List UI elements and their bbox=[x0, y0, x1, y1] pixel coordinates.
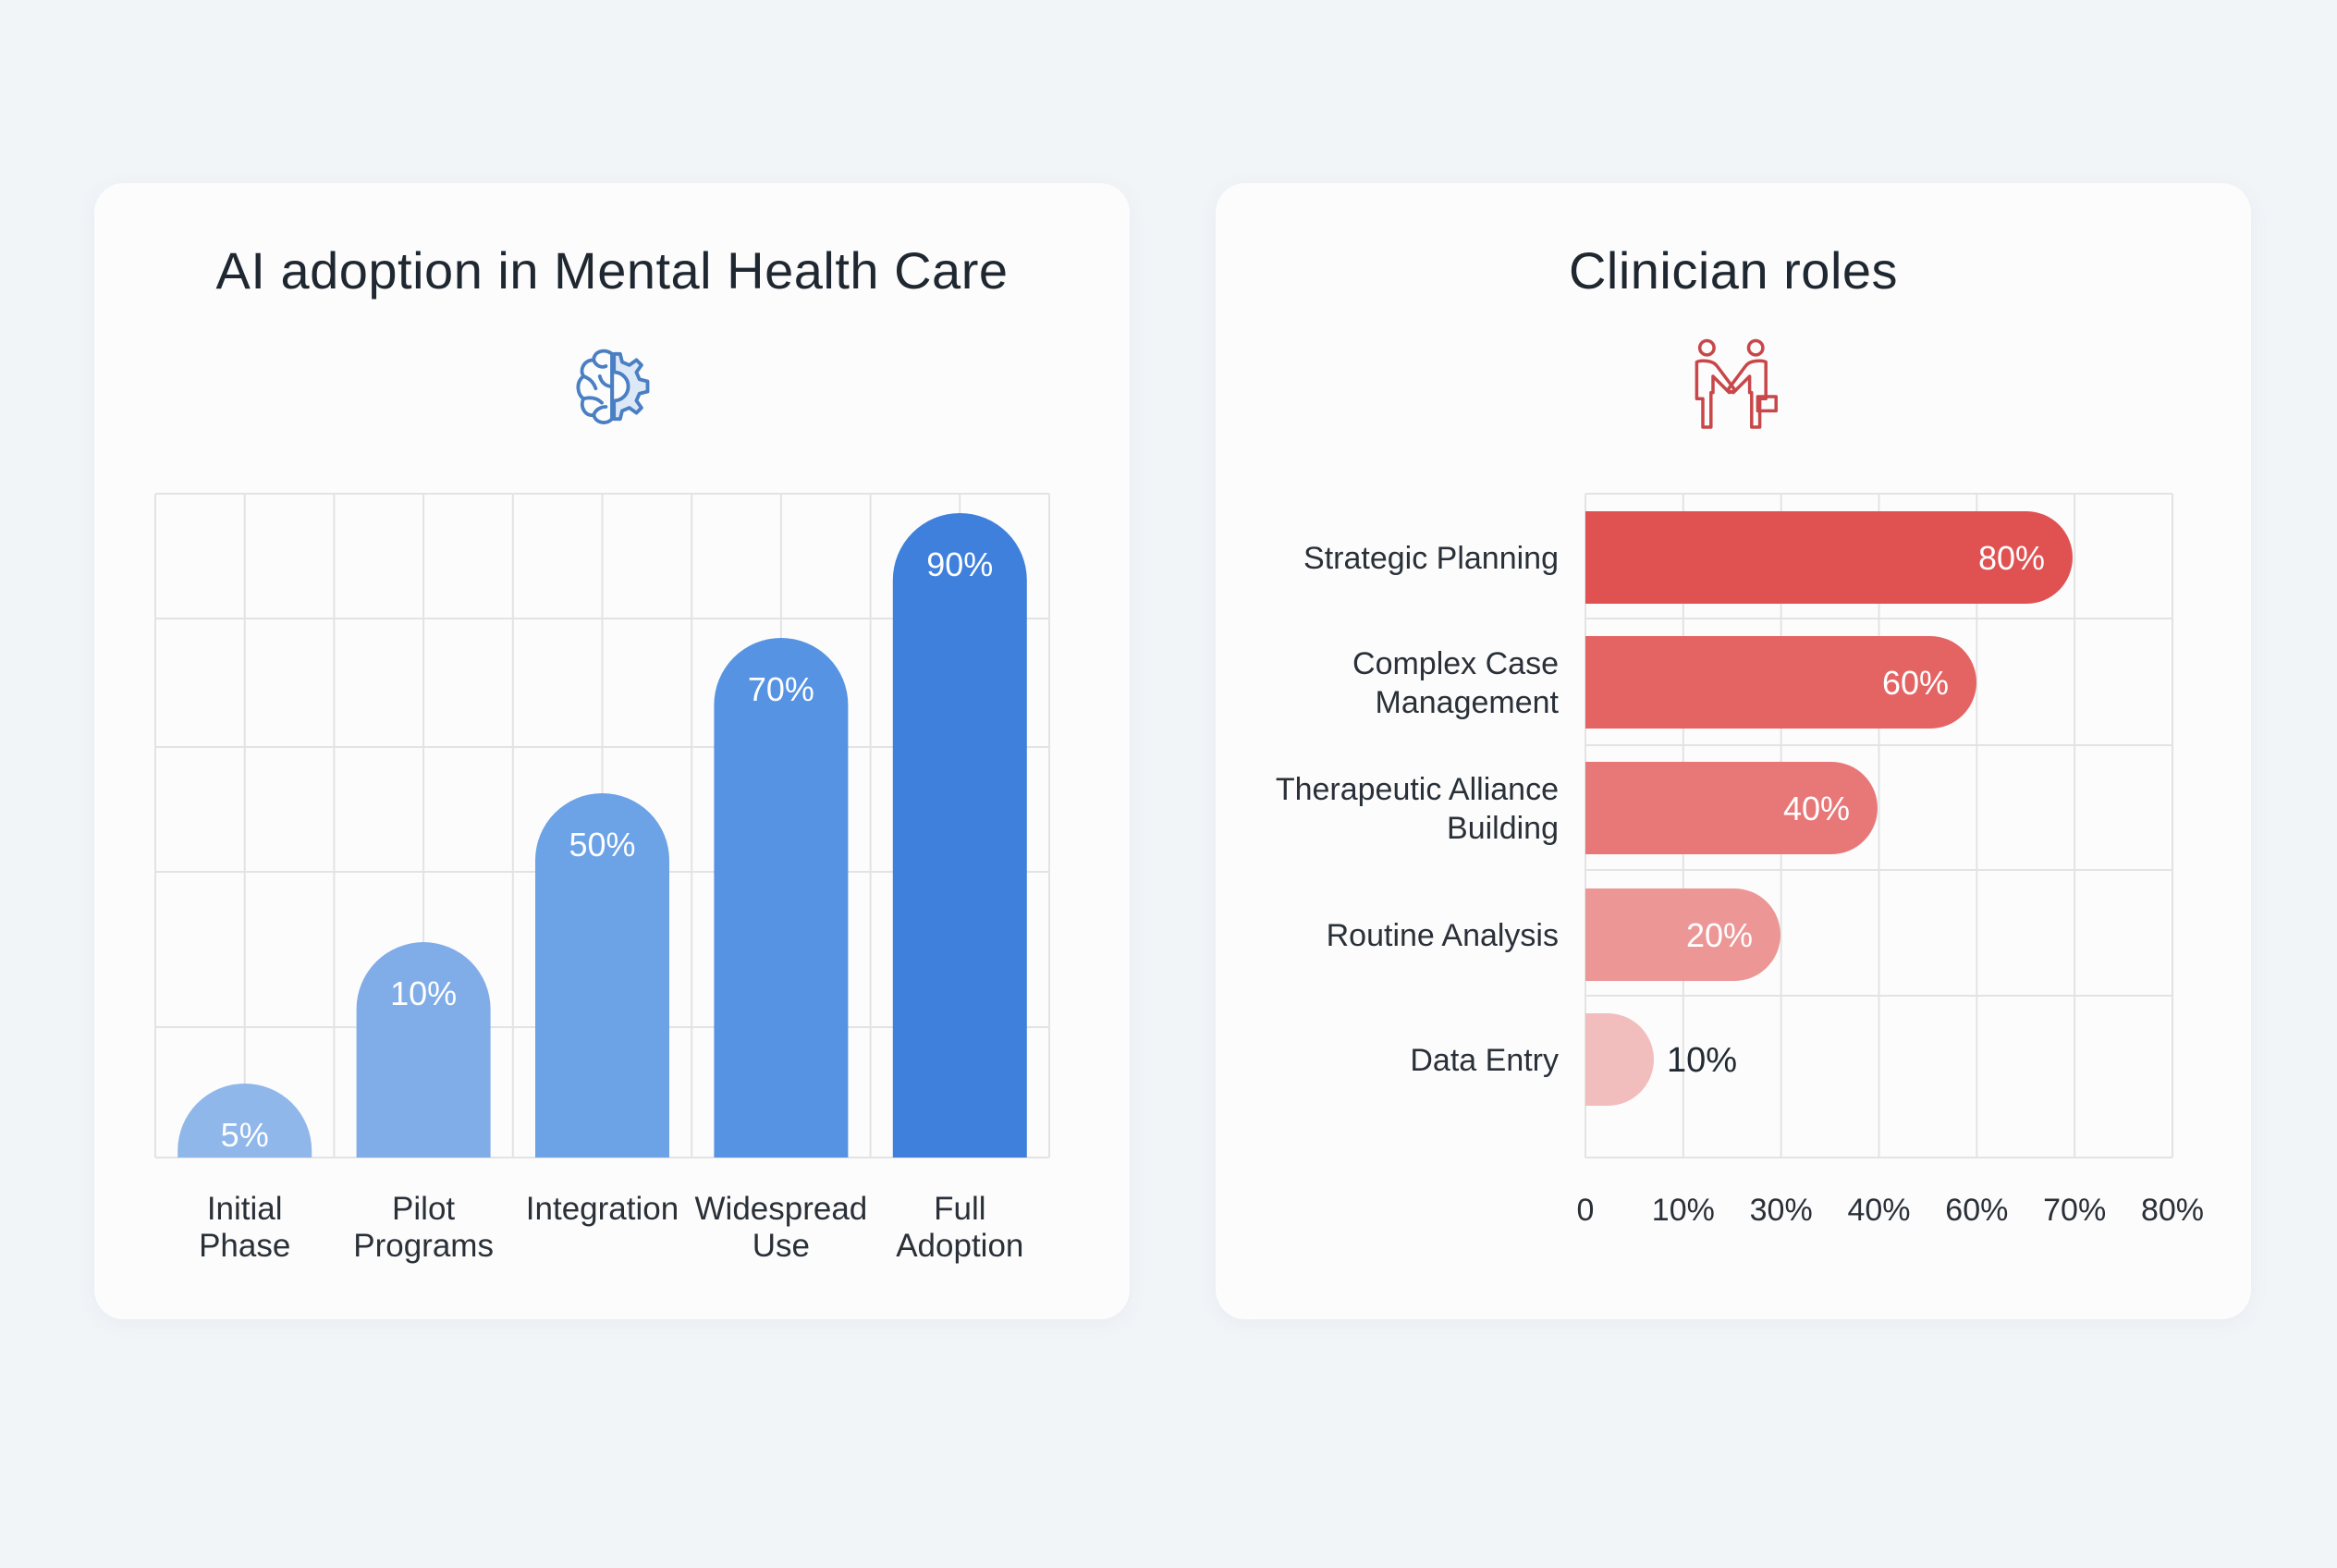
y-tick-label: Building bbox=[1447, 811, 1559, 846]
bar bbox=[1585, 511, 2073, 604]
x-tick-label: 0 bbox=[1577, 1193, 1595, 1228]
bar bbox=[1585, 888, 1780, 981]
handshake-icon bbox=[1682, 336, 1784, 437]
data-label: 5% bbox=[221, 1116, 269, 1154]
y-tick-label: Complex Case bbox=[1352, 646, 1559, 681]
y-tick-label: Routine Analysis bbox=[1327, 918, 1559, 953]
bar bbox=[714, 638, 849, 1158]
data-label: 10% bbox=[1667, 1041, 1737, 1080]
x-tick-label: Integration bbox=[526, 1191, 679, 1227]
data-label: 70% bbox=[748, 670, 814, 708]
bar bbox=[356, 942, 491, 1158]
clinician-roles-card: Clinician roles bbox=[1216, 183, 2251, 1319]
y-tick-label: Strategic Planning bbox=[1303, 541, 1559, 576]
x-tick-label: Full bbox=[934, 1191, 985, 1227]
x-tick-label: Programs bbox=[353, 1228, 494, 1264]
x-tick-label: 60% bbox=[1945, 1193, 2008, 1228]
brain-gear-icon bbox=[561, 336, 663, 437]
chart-title: Clinician roles bbox=[1568, 241, 1899, 300]
data-label: 10% bbox=[390, 974, 457, 1012]
x-tick-label: Widespread bbox=[695, 1191, 868, 1227]
bar bbox=[1585, 762, 1878, 854]
x-tick-label: Initial bbox=[207, 1191, 283, 1227]
bar bbox=[892, 512, 1027, 1158]
x-tick-label: 80% bbox=[2141, 1193, 2204, 1228]
x-tick-label: 10% bbox=[1652, 1193, 1715, 1228]
x-tick-label: 30% bbox=[1750, 1193, 1813, 1228]
x-tick-label: Phase bbox=[199, 1228, 290, 1264]
x-tick-label: 40% bbox=[1847, 1193, 1910, 1228]
bar bbox=[177, 1084, 312, 1158]
y-tick-label: Management bbox=[1376, 685, 1560, 720]
data-label: 90% bbox=[926, 545, 993, 583]
data-label: 80% bbox=[1978, 539, 2045, 577]
data-label: 60% bbox=[1882, 664, 1949, 702]
data-label: 20% bbox=[1686, 916, 1753, 954]
chart-title: AI adoption in Mental Health Care bbox=[215, 241, 1009, 300]
x-tick-label: Adoption bbox=[896, 1228, 1023, 1264]
bar bbox=[1585, 1013, 1654, 1106]
bar bbox=[1585, 636, 1976, 729]
x-tick-label: Pilot bbox=[392, 1191, 455, 1227]
x-tick-label: 70% bbox=[2043, 1193, 2106, 1228]
data-label: 50% bbox=[569, 826, 635, 864]
x-tick-label: Use bbox=[752, 1228, 810, 1264]
y-tick-label: Data Entry bbox=[1410, 1043, 1559, 1078]
bar bbox=[535, 793, 669, 1158]
y-tick-label: Therapeutic Alliance bbox=[1276, 772, 1559, 807]
data-label: 40% bbox=[1783, 790, 1850, 827]
